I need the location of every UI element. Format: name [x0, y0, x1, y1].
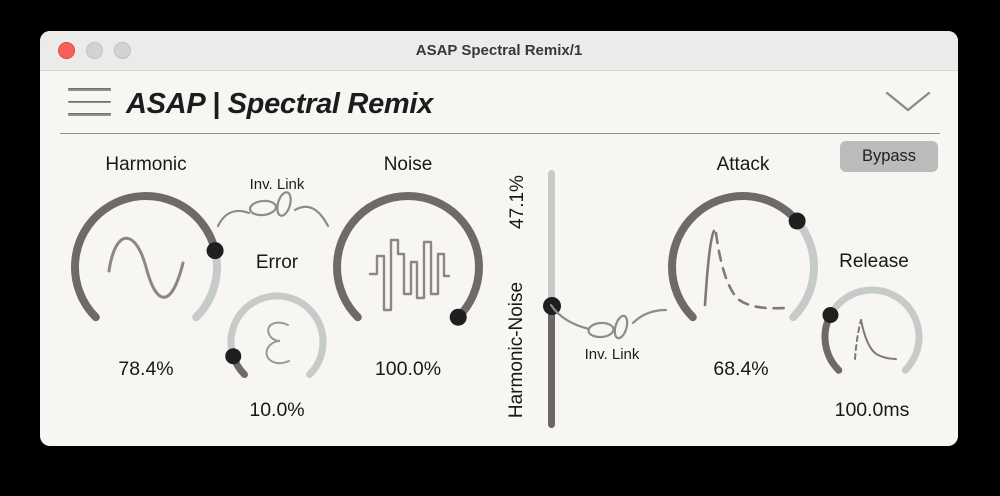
bypass-button[interactable]: Bypass — [840, 141, 938, 172]
slider-value[interactable]: 47.1% — [507, 175, 528, 229]
release-knob[interactable] — [817, 282, 927, 392]
sine-wave-icon — [107, 236, 185, 299]
slider-fill — [548, 306, 555, 428]
noise-label: Noise — [383, 154, 433, 175]
harmonic-value[interactable]: 78.4% — [118, 358, 174, 380]
hamburger-line — [68, 113, 111, 116]
error-knob[interactable] — [222, 287, 332, 397]
slider-label: Harmonic-Noise — [506, 281, 527, 419]
traffic-light-zoom[interactable] — [114, 42, 131, 59]
noise-wave-icon — [368, 238, 450, 312]
menu-button[interactable] — [68, 88, 111, 116]
inverse-link-icon[interactable] — [545, 289, 690, 344]
noise-value[interactable]: 100.0% — [374, 358, 442, 380]
epsilon-icon — [265, 321, 290, 365]
noise-knob[interactable] — [328, 187, 488, 347]
harmonic-knob[interactable] — [66, 187, 226, 347]
attack-label: Attack — [716, 154, 770, 175]
inverse-link-icon[interactable] — [215, 181, 335, 231]
inv-link-label: Inv. Link — [584, 346, 640, 363]
traffic-lights — [58, 42, 131, 59]
harmonic-label: Harmonic — [105, 154, 187, 175]
attack-envelope-icon — [703, 229, 786, 310]
release-label: Release — [839, 251, 909, 272]
plugin-title: ASAP | Spectral Remix — [126, 88, 433, 120]
attack-value[interactable]: 68.4% — [713, 358, 769, 380]
inv-link-label: Inv. Link — [249, 176, 305, 193]
hamburger-line — [68, 88, 111, 91]
traffic-light-minimize[interactable] — [86, 42, 103, 59]
error-label: Error — [255, 252, 299, 273]
hamburger-line — [68, 100, 111, 103]
titlebar[interactable]: ASAP Spectral Remix/1 — [40, 31, 958, 71]
window-title: ASAP Spectral Remix/1 — [415, 42, 583, 59]
chevron-down-icon[interactable] — [885, 89, 931, 115]
release-envelope-icon — [854, 319, 897, 360]
header-divider — [60, 133, 940, 134]
error-value[interactable]: 10.0% — [249, 399, 305, 421]
release-value[interactable]: 100.0ms — [834, 399, 910, 421]
plugin-window: ASAP Spectral Remix/1 ASAP | Spectral Re… — [40, 31, 958, 446]
traffic-light-close[interactable] — [58, 42, 75, 59]
attack-knob[interactable] — [663, 187, 823, 347]
